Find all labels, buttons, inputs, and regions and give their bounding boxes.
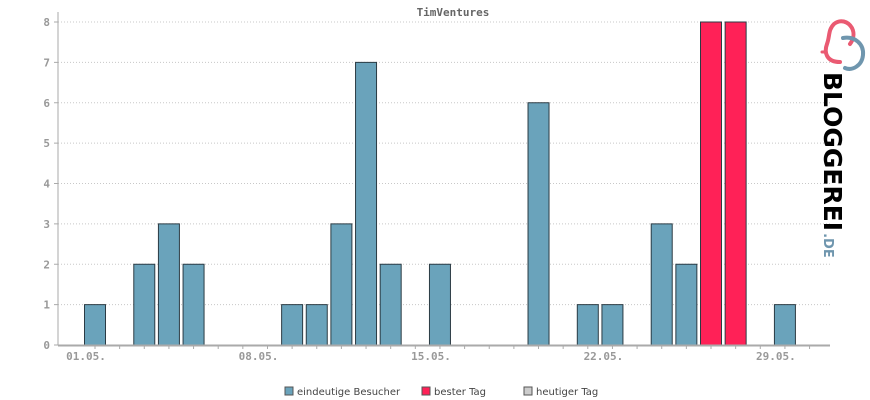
visitor-bar — [527, 102, 550, 346]
y-tick-label: 6 — [43, 97, 50, 110]
x-tick-label: 08.05. — [239, 350, 279, 363]
legend-swatch — [523, 386, 533, 396]
x-tick-label: 01.05. — [66, 350, 106, 363]
best-day-bar — [700, 21, 722, 346]
visitor-bar — [379, 263, 402, 346]
y-tick-label: 8 — [43, 16, 50, 29]
visitor-bar — [305, 304, 328, 346]
bars — [84, 21, 796, 346]
visitor-bar — [330, 223, 353, 346]
visitor-bar — [650, 223, 673, 346]
logo-suffix: .DE — [820, 233, 835, 258]
y-tick-label: 7 — [43, 56, 50, 69]
visitor-bar — [601, 304, 624, 346]
y-tick-label: 3 — [43, 218, 50, 231]
logo-text: BLOGGEREI .DE — [818, 72, 847, 258]
y-tick-label: 1 — [43, 299, 50, 312]
x-tick-label: 22.05. — [584, 350, 624, 363]
visitor-bar — [773, 304, 796, 346]
legend-label: bester Tag — [434, 387, 486, 398]
visitor-bar — [281, 304, 304, 346]
y-tick-label: 0 — [43, 339, 50, 352]
visitor-bar — [133, 263, 156, 346]
visitor-bar — [182, 263, 205, 346]
x-tick-label: 15.05. — [411, 350, 451, 363]
bloggerei-logo: BLOGGEREI .DE — [818, 19, 866, 258]
best-day-bar — [724, 21, 747, 346]
logo-word: BLOGGEREI — [818, 72, 847, 231]
legend-label: heutiger Tag — [536, 387, 598, 398]
y-tick-label: 5 — [43, 137, 50, 150]
axes — [57, 12, 830, 347]
visitor-bar — [157, 223, 180, 346]
x-axis-ticks: 01.05. 08.05. 15.05. 22.05. 29.05. — [66, 345, 811, 363]
visitor-bar — [576, 304, 599, 346]
visitor-bar — [675, 263, 698, 346]
legend-swatch — [284, 386, 294, 396]
chart-title: TimVentures — [417, 6, 490, 19]
y-tick-label: 4 — [43, 178, 50, 191]
y-axis-ticks: 0 1 2 3 4 5 6 7 8 — [43, 16, 58, 352]
visitor-bar — [355, 61, 378, 346]
legend: eindeutige Besucher bester Tag heutiger Ta… — [284, 386, 598, 398]
x-tick-label: 29.05. — [756, 350, 796, 363]
logo-emblem-icon — [820, 19, 866, 71]
visitor-bar — [84, 304, 106, 346]
y-tick-label: 2 — [43, 258, 50, 271]
visitor-bar — [428, 263, 451, 346]
legend-label: eindeutige Besucher — [297, 387, 401, 398]
legend-swatch — [421, 386, 431, 396]
